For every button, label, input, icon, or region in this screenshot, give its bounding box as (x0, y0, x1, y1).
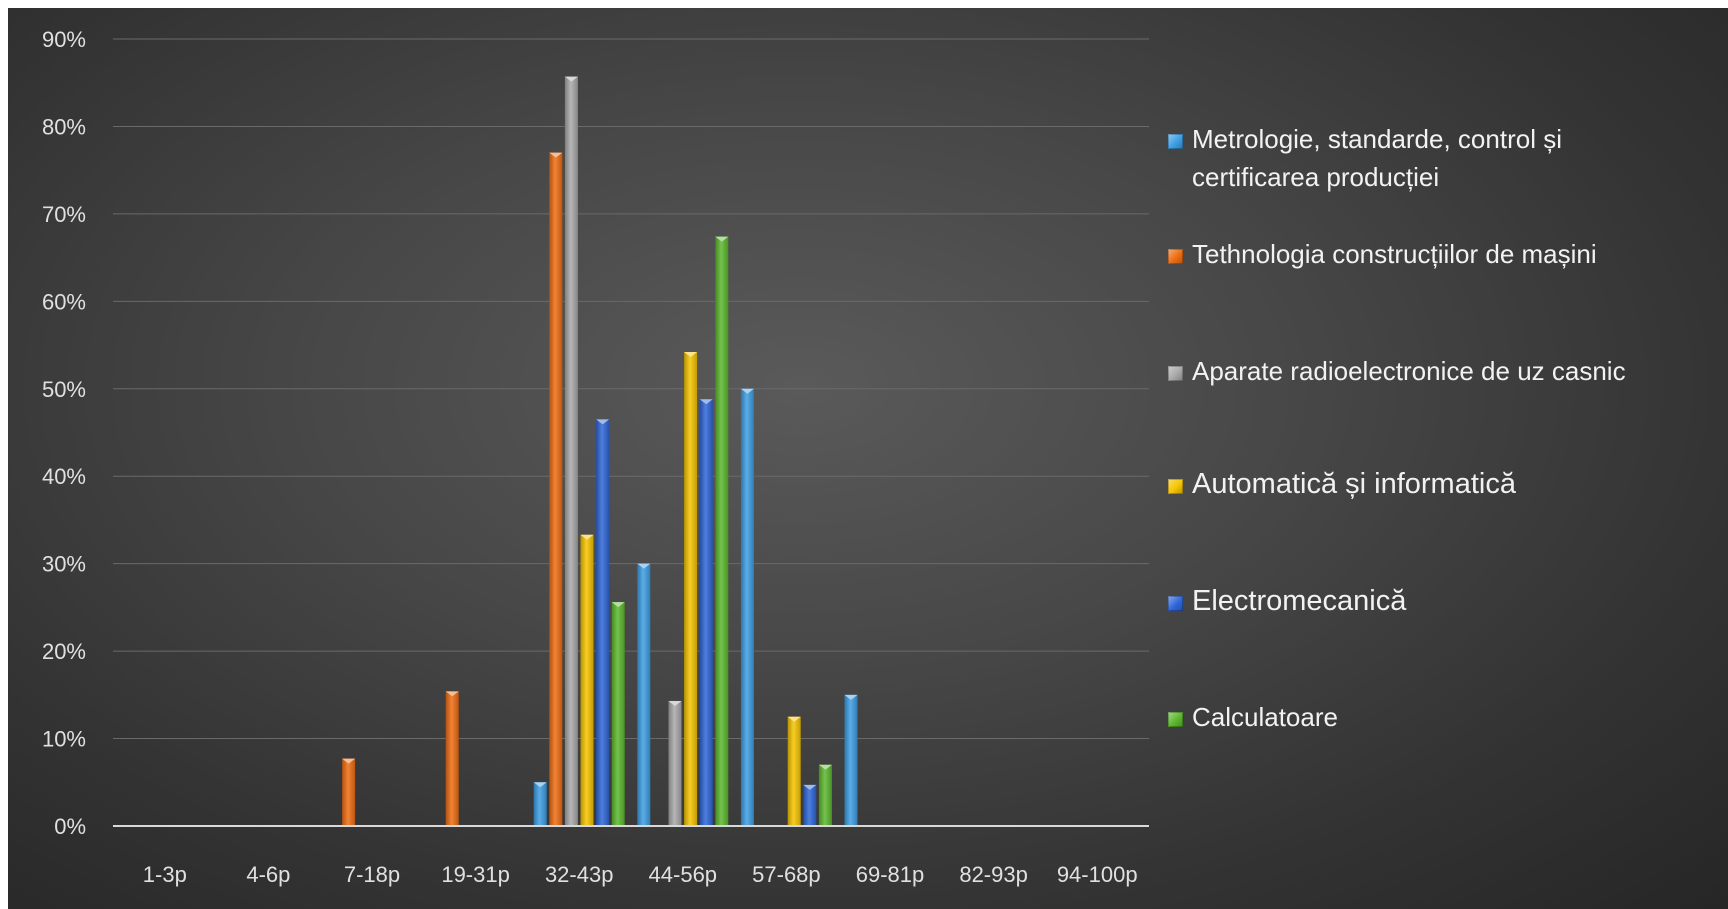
y-tick-label: 70% (42, 202, 86, 227)
bar (803, 784, 817, 826)
bar (740, 388, 754, 826)
bar (818, 764, 832, 826)
bar (549, 152, 563, 826)
y-tick-label: 30% (42, 552, 86, 577)
y-tick-label: 20% (42, 639, 86, 664)
legend-swatch-icon (1168, 249, 1183, 264)
bar-chart: 0% 10% 20% 30% 40% 50% 60% 70% 80% 90% 1-3p 4-6p 7-… (42, 27, 1149, 887)
y-tick-label: 10% (42, 727, 86, 752)
x-tick-label: 94-100p (1057, 862, 1138, 887)
legend-item: Metrologie, standarde, control și certif… (1168, 124, 1642, 196)
bar (715, 236, 729, 826)
bars (342, 76, 858, 826)
x-tick-label: 69-81p (856, 862, 925, 887)
bar (342, 758, 356, 826)
y-tick-label: 80% (42, 114, 86, 139)
y-tick-label: 60% (42, 289, 86, 314)
y-tick-label: 0% (54, 814, 86, 839)
legend-item: Automatică și informatică (1168, 468, 1516, 503)
legend-swatch-icon (1168, 134, 1183, 149)
legend-label: Automatică și informatică (1192, 468, 1516, 500)
bar (611, 602, 625, 826)
x-tick-label: 44-56p (649, 862, 718, 887)
x-tick-label: 7-18p (344, 862, 400, 887)
bar (787, 716, 801, 826)
x-tick-label: 32-43p (545, 862, 614, 887)
bar (564, 76, 578, 826)
bar (684, 352, 698, 826)
chart-panel: 0% 10% 20% 30% 40% 50% 60% 70% 80% 90% 1-3p 4-6p 7-… (8, 8, 1728, 909)
bar (580, 534, 594, 826)
legend-label: Electromecanică (1192, 585, 1407, 617)
bar (699, 399, 713, 826)
legend-swatch-icon (1168, 712, 1183, 727)
y-tick-label: 90% (42, 27, 86, 52)
bar (596, 419, 610, 826)
x-tick-label: 19-31p (441, 862, 510, 887)
legend-label: Tethnologia construcțiilor de mașini (1192, 239, 1597, 269)
x-tick-label: 57-68p (752, 862, 821, 887)
y-tick-label: 40% (42, 464, 86, 489)
legend-label: Calculatoare (1192, 702, 1338, 732)
legend-label: Aparate radioelectronice de uz casnic (1192, 356, 1626, 386)
legend-swatch-icon (1168, 366, 1183, 381)
x-tick-label: 1-3p (143, 862, 187, 887)
bar (533, 782, 547, 826)
gridlines (113, 38, 1149, 740)
x-axis-ticks: 1-3p 4-6p 7-18p 19-31p 32-43p 44-56p 57-68p 69-… (143, 862, 1138, 887)
y-tick-label: 50% (42, 377, 86, 402)
bar (445, 691, 459, 826)
bar (637, 563, 651, 826)
legend-item: Calculatoare (1168, 702, 1338, 736)
x-tick-label: 4-6p (246, 862, 290, 887)
bar (668, 700, 682, 826)
bar (844, 694, 858, 826)
x-tick-label: 82-93p (959, 862, 1028, 887)
legend-item: Aparate radioelectronice de uz casnic (1168, 356, 1626, 390)
y-axis-ticks: 0% 10% 20% 30% 40% 50% 60% 70% 80% 90% (42, 27, 86, 839)
legend-swatch-icon (1168, 596, 1183, 611)
legend-swatch-icon (1168, 479, 1183, 494)
legend-item: Tethnologia construcțiilor de mașini (1168, 239, 1597, 273)
legend-item: Electromecanică (1168, 585, 1406, 620)
legend-label: Metrologie, standarde, control și certif… (1192, 124, 1562, 192)
